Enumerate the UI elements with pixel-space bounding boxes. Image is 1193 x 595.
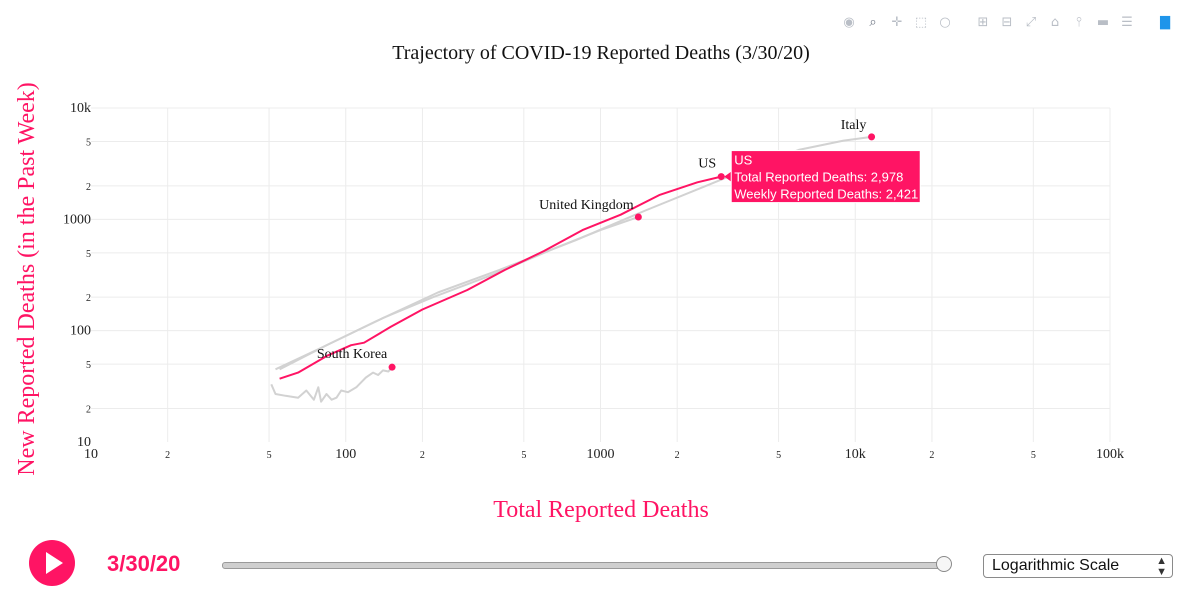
x-tick-label: 2 bbox=[420, 450, 425, 461]
x-tick-label: 5 bbox=[776, 450, 781, 461]
y-tick-label: 1000 bbox=[63, 212, 91, 227]
tooltip-line: Total Reported Deaths: 2,978 bbox=[734, 170, 903, 185]
endpoint-marker[interactable] bbox=[388, 363, 396, 371]
y-tick-label: 2 bbox=[86, 293, 91, 304]
reset-icon[interactable]: ⌂ bbox=[1050, 15, 1060, 30]
select-arrows-icon: ▲ ▼ bbox=[1156, 555, 1167, 578]
lasso-icon[interactable]: ○ bbox=[939, 15, 951, 30]
x-tick-label: 5 bbox=[267, 450, 272, 461]
endpoint-marker[interactable] bbox=[634, 213, 642, 221]
x-tick-label: 100 bbox=[335, 447, 356, 462]
zoom-in-icon[interactable]: ⊞ bbox=[977, 15, 989, 30]
y-tick-label: 2 bbox=[86, 404, 91, 415]
hover-tooltip: US Total Reported Deaths: 2,978 Weekly Rep… bbox=[724, 150, 921, 204]
tooltip-line: Weekly Reported Deaths: 2,421 bbox=[734, 187, 918, 202]
scale-select-value: Logarithmic Scale bbox=[992, 557, 1120, 574]
pan-icon[interactable]: ✛ bbox=[891, 15, 903, 30]
play-icon bbox=[46, 552, 63, 574]
series-endpoints[interactable] bbox=[388, 133, 876, 371]
box-select-icon[interactable]: ⬚ bbox=[914, 15, 928, 30]
y-tick-label: 100 bbox=[70, 324, 91, 339]
chart-title: Trajectory of COVID-19 Reported Deaths (… bbox=[392, 42, 810, 64]
x-tick-label: 10k bbox=[845, 447, 866, 462]
tooltip-line: US bbox=[734, 153, 752, 168]
y-tick-label: 10k bbox=[70, 101, 91, 116]
annotation-label: Italy bbox=[841, 118, 867, 133]
x-tick-label: 2 bbox=[675, 450, 680, 461]
autoscale-icon[interactable]: ⤢ bbox=[1025, 15, 1037, 30]
x-tick-label: 2 bbox=[929, 450, 934, 461]
series-line-united-kingdom[interactable] bbox=[279, 216, 639, 371]
ticks: 10 2 5 100 2 5 1000 2 5 10k 2 5 100k 10 2 5 100 2 5 1000 2 5 1… bbox=[63, 101, 1124, 462]
zoom-out-icon[interactable]: ⊟ bbox=[1001, 15, 1013, 30]
spike-lines-icon[interactable]: ⫯ bbox=[1076, 15, 1082, 30]
x-axis-title: Total Reported Deaths bbox=[493, 497, 709, 523]
date-label: 3/30/20 bbox=[107, 551, 181, 576]
play-button[interactable] bbox=[29, 540, 75, 586]
camera-icon[interactable]: ◉ bbox=[843, 15, 855, 30]
grid bbox=[91, 107, 1111, 442]
x-tick-label: 5 bbox=[521, 450, 526, 461]
y-axis-title: New Reported Deaths (in the Past Week) bbox=[14, 82, 40, 476]
tooltip-pointer bbox=[724, 171, 732, 182]
x-tick-label: 1000 bbox=[587, 447, 615, 462]
x-tick-label: 5 bbox=[1031, 450, 1036, 461]
endpoint-marker[interactable] bbox=[868, 133, 876, 141]
y-tick-label: 5 bbox=[86, 249, 91, 260]
endpoint-marker[interactable] bbox=[717, 173, 725, 181]
date-slider-track[interactable] bbox=[222, 562, 949, 569]
plotly-logo-icon[interactable]: ▇ bbox=[1160, 15, 1170, 30]
y-tick-label: 2 bbox=[86, 182, 91, 193]
hover-compare-icon[interactable]: ☰ bbox=[1121, 15, 1133, 30]
series-line-us[interactable] bbox=[279, 175, 722, 380]
annotation-label: US bbox=[698, 157, 716, 172]
animation-controls: 3/30/20 Logarithmic Scale ▲ ▼ bbox=[0, 536, 1193, 592]
x-tick-label: 100k bbox=[1096, 447, 1124, 462]
modebar: ◉ ⌕ ✛ ⬚ ○ ⊞ ⊟ ⤢ ⌂ ⫯ ▬ ☰ ▇ bbox=[839, 12, 1175, 34]
tooltip-box bbox=[730, 150, 921, 204]
x-tick-label: 10 bbox=[84, 447, 98, 462]
chart: 10 2 5 100 2 5 1000 2 5 10k 2 5 100k 10 2 5 100 2 5 1000 2 5 1… bbox=[14, 42, 1124, 523]
scale-select[interactable]: Logarithmic Scale ▲ ▼ bbox=[983, 554, 1173, 578]
zoom-icon[interactable]: ⌕ bbox=[869, 15, 877, 30]
annotation-label: South Korea bbox=[317, 347, 388, 362]
annotation-label: United Kingdom bbox=[539, 198, 634, 213]
annotations: Italy US United Kingdom South Korea bbox=[317, 118, 867, 362]
y-tick-label: 10 bbox=[77, 435, 91, 450]
hover-closest-icon[interactable]: ▬ bbox=[1096, 15, 1110, 30]
y-tick-label: 5 bbox=[86, 138, 91, 149]
series-line-south-korea[interactable] bbox=[270, 366, 393, 403]
series-lines[interactable] bbox=[270, 135, 872, 403]
date-slider-thumb[interactable] bbox=[936, 556, 952, 572]
x-tick-label: 2 bbox=[165, 450, 170, 461]
y-tick-label: 5 bbox=[86, 360, 91, 371]
